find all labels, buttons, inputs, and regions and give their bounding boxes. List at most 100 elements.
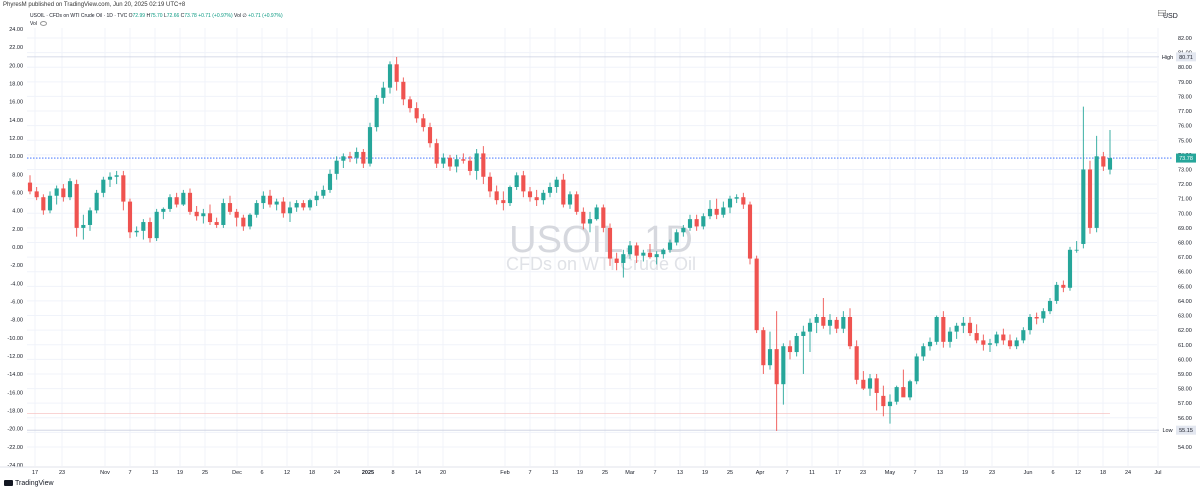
candle-up [627, 245, 633, 255]
candle-down [174, 197, 179, 205]
candle-up [994, 334, 999, 344]
right-axis-label: 77.00 [1178, 109, 1192, 115]
candle-up [247, 214, 253, 227]
change-value: +0.71 (+0.97%) [198, 13, 233, 19]
candle-down [521, 175, 526, 192]
symbol-name[interactable]: USOIL · CFDs on WTI Crude Oil · 1D · TVC [30, 13, 128, 19]
candle-down [461, 159, 466, 161]
candle-down [854, 346, 859, 380]
left-axis-label: -24.00 [7, 463, 23, 469]
right-axis-label: 70.00 [1178, 211, 1192, 217]
right-axis-label: 54.00 [1178, 445, 1192, 451]
flag-icon[interactable] [1158, 10, 1166, 16]
candle-up [587, 219, 593, 224]
candle-up [687, 219, 693, 228]
candle-up [767, 349, 773, 366]
left-axis-label: 0.00 [12, 245, 23, 251]
left-axis-label: 8.00 [12, 172, 23, 178]
candle-up [474, 153, 479, 171]
candle-up [947, 331, 953, 342]
candle-up [867, 378, 873, 389]
candle-down [967, 322, 973, 334]
high-label: H [146, 13, 151, 19]
time-axis-label: 23 [860, 470, 866, 476]
reference-lines [27, 56, 1172, 431]
left-axis-label: 6.00 [12, 191, 23, 197]
candle-up [321, 189, 326, 196]
left-axis-label: 16.00 [9, 100, 23, 106]
candle-down [41, 197, 46, 211]
candle-down [407, 99, 413, 109]
candle-down [941, 316, 946, 342]
candle-up [334, 160, 339, 174]
candle-down [881, 395, 886, 407]
candle-down [741, 197, 746, 205]
candle-up [294, 203, 299, 208]
low-value: 55.15 [1179, 428, 1193, 434]
candle-down [534, 197, 539, 201]
right-axis-label: 79.00 [1178, 80, 1192, 86]
candle-down [487, 176, 493, 192]
grid-lines [27, 28, 1159, 466]
time-axis-label: 23 [989, 470, 995, 476]
left-axis-label: 14.00 [9, 118, 23, 124]
left-axis-label: 2.00 [12, 227, 23, 233]
left-axis-label: -18.00 [7, 409, 23, 415]
candle-up [961, 322, 966, 326]
time-axis-label: 12 [284, 470, 290, 476]
candle-up [201, 213, 206, 217]
left-axis-label: 18.00 [9, 82, 23, 88]
symbol-legend: USOIL · CFDs on WTI Crude Oil · 1D · TVC… [30, 13, 283, 19]
candle-up [1107, 158, 1113, 170]
candle-up [107, 176, 113, 180]
candle-down [347, 156, 353, 158]
volume-legend[interactable]: Vol [30, 21, 47, 27]
time-axis-label: 25 [202, 470, 208, 476]
candle-down [847, 316, 853, 347]
candle-down [634, 245, 639, 256]
left-axis-label: 22.00 [9, 45, 23, 51]
currency-label: USD [1163, 13, 1178, 20]
candle-up [727, 198, 733, 208]
watermark: USOIL, 1D CFDs on WTI Crude Oil [506, 219, 696, 274]
candle-down [227, 203, 233, 212]
candle-up [1027, 316, 1033, 331]
candle-up [987, 343, 993, 345]
eye-icon[interactable] [39, 21, 47, 27]
time-axis-label: Nov [100, 470, 110, 476]
left-axis-label: -6.00 [10, 300, 23, 306]
time-axis-label: 7 [785, 470, 788, 476]
candle-down [1007, 340, 1013, 347]
candle-down [187, 192, 193, 212]
candle-down [1061, 284, 1066, 288]
time-axis-label: 7 [128, 470, 131, 476]
candle-up [114, 175, 119, 177]
left-axis-label: -8.00 [10, 318, 23, 324]
left-axis-label: -10.00 [7, 336, 23, 342]
candle-down [761, 330, 766, 366]
candle-up [254, 203, 259, 215]
left-axis-label: 4.00 [12, 209, 23, 215]
candle-down [861, 379, 866, 389]
time-axis-label: 12 [1075, 470, 1081, 476]
candle-down [614, 258, 619, 263]
tradingview-brand[interactable]: TradingView [4, 480, 54, 487]
candle-down [194, 211, 199, 217]
candles [27, 56, 1113, 431]
time-axis-label: 8 [391, 470, 394, 476]
time-axis-label: Mar [625, 470, 635, 476]
right-axis-label: 78.00 [1178, 94, 1192, 100]
right-axis-label: 68.00 [1178, 241, 1192, 247]
candle-down [574, 194, 579, 212]
candle-down [901, 387, 906, 398]
candle-down [601, 207, 606, 228]
right-axis-label: 62.00 [1178, 328, 1192, 334]
candle-up [667, 242, 673, 250]
tradingview-logo-icon [4, 480, 13, 487]
candle-down [207, 213, 213, 223]
candle-down [121, 175, 126, 202]
high-value: 75.70 [150, 13, 163, 19]
candle-down [754, 258, 759, 331]
candle-up [794, 335, 799, 353]
